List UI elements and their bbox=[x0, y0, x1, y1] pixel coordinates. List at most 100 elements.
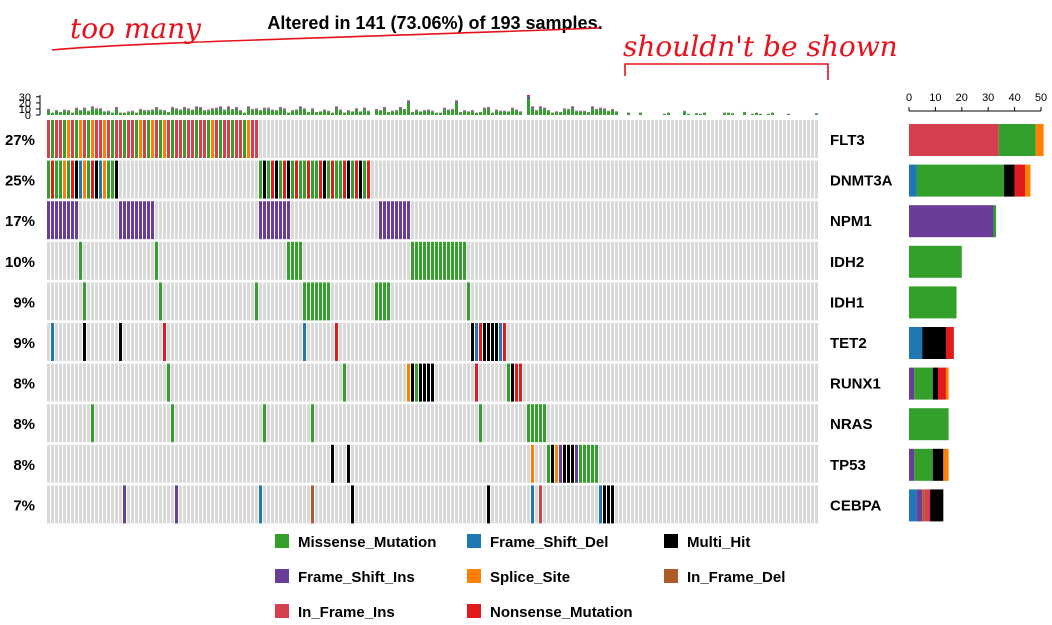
empty-cell bbox=[703, 160, 706, 199]
sample-burden-bar bbox=[507, 112, 510, 115]
empty-cell bbox=[467, 160, 470, 199]
mutation-cell bbox=[91, 160, 94, 199]
empty-cell bbox=[643, 363, 646, 402]
legend-swatch-frame_shift_ins bbox=[275, 569, 289, 583]
empty-cell bbox=[235, 201, 238, 240]
empty-cell bbox=[207, 363, 210, 402]
mutation-cell bbox=[147, 201, 150, 240]
empty-cell bbox=[187, 444, 190, 483]
empty-cell bbox=[391, 323, 394, 361]
empty-cell bbox=[715, 201, 718, 240]
empty-cell bbox=[139, 404, 142, 443]
empty-cell bbox=[675, 485, 678, 524]
empty-cell bbox=[103, 363, 106, 402]
empty-cell bbox=[695, 282, 698, 321]
sample-burden-bar bbox=[531, 107, 534, 109]
empty-cell bbox=[735, 120, 738, 158]
empty-cell bbox=[163, 485, 166, 524]
empty-cell bbox=[155, 282, 158, 321]
empty-cell bbox=[343, 201, 346, 240]
empty-cell bbox=[603, 444, 606, 483]
mutation-cell bbox=[439, 241, 442, 280]
empty-cell bbox=[339, 201, 342, 240]
empty-cell bbox=[191, 404, 194, 443]
empty-cell bbox=[643, 241, 646, 280]
empty-cell bbox=[623, 282, 626, 321]
sample-burden-bar bbox=[295, 110, 298, 115]
empty-cell bbox=[227, 282, 230, 321]
mutation-cell bbox=[527, 404, 530, 443]
empty-cell bbox=[671, 444, 674, 483]
empty-cell bbox=[303, 120, 306, 158]
empty-cell bbox=[431, 282, 434, 321]
empty-cell bbox=[563, 160, 566, 199]
empty-cell bbox=[511, 444, 514, 483]
empty-cell bbox=[747, 444, 750, 483]
empty-cell bbox=[515, 444, 518, 483]
empty-cell bbox=[567, 282, 570, 321]
mutation-cell bbox=[143, 201, 146, 240]
empty-cell bbox=[115, 404, 118, 443]
empty-cell bbox=[583, 404, 586, 443]
empty-cell bbox=[471, 444, 474, 483]
empty-cell bbox=[335, 404, 338, 443]
empty-cell bbox=[411, 120, 414, 158]
empty-cell bbox=[171, 160, 174, 199]
sample-burden-bar bbox=[555, 112, 558, 115]
empty-cell bbox=[579, 485, 582, 524]
empty-cell bbox=[191, 282, 194, 321]
gene-total-bar-idh2 bbox=[909, 245, 962, 278]
sample-burden-bar bbox=[183, 108, 186, 115]
sample-burden-bar bbox=[771, 113, 774, 115]
empty-cell bbox=[795, 120, 798, 158]
gene-label-dnmt3a: DNMT3A bbox=[830, 173, 893, 190]
empty-cell bbox=[719, 241, 722, 280]
empty-cell bbox=[719, 160, 722, 199]
sample-burden-bar bbox=[263, 108, 266, 110]
empty-cell bbox=[783, 485, 786, 524]
empty-cell bbox=[591, 120, 594, 158]
empty-cell bbox=[47, 241, 50, 280]
empty-cell bbox=[103, 282, 106, 321]
empty-cell bbox=[659, 160, 662, 199]
empty-cell bbox=[199, 323, 202, 361]
empty-cell bbox=[423, 323, 426, 361]
empty-cell bbox=[543, 160, 546, 199]
mutation-cell bbox=[467, 282, 470, 321]
empty-cell bbox=[715, 444, 718, 483]
empty-cell bbox=[771, 485, 774, 524]
mutation-cell bbox=[399, 201, 402, 240]
sample-burden-bar bbox=[331, 113, 334, 115]
gene-total-bar-runx1 bbox=[914, 367, 933, 400]
empty-cell bbox=[159, 160, 162, 199]
empty-cell bbox=[707, 485, 710, 524]
empty-cell bbox=[547, 363, 550, 402]
empty-cell bbox=[687, 363, 690, 402]
sample-burden-bar bbox=[287, 113, 290, 115]
annotation-text-left: too many bbox=[70, 12, 202, 45]
empty-cell bbox=[299, 363, 302, 402]
sample-burden-bar bbox=[283, 109, 286, 115]
empty-cell bbox=[83, 201, 86, 240]
empty-cell bbox=[179, 444, 182, 483]
empty-cell bbox=[427, 120, 430, 158]
empty-cell bbox=[139, 160, 142, 199]
empty-cell bbox=[227, 485, 230, 524]
legend-label-in_frame_del: In_Frame_Del bbox=[687, 569, 785, 586]
empty-cell bbox=[639, 241, 642, 280]
mutation-cell bbox=[291, 160, 294, 199]
sample-burden-bar bbox=[279, 108, 282, 115]
empty-cell bbox=[575, 404, 578, 443]
empty-cell bbox=[311, 363, 314, 402]
empty-cell bbox=[739, 485, 742, 524]
empty-cell bbox=[351, 120, 354, 158]
empty-cell bbox=[459, 201, 462, 240]
empty-cell bbox=[67, 282, 70, 321]
empty-cell bbox=[791, 241, 794, 280]
empty-cell bbox=[471, 201, 474, 240]
empty-cell bbox=[103, 241, 106, 280]
mutation-cell bbox=[263, 201, 266, 240]
empty-cell bbox=[371, 282, 374, 321]
sample-burden-bar bbox=[487, 108, 490, 109]
empty-cell bbox=[515, 201, 518, 240]
